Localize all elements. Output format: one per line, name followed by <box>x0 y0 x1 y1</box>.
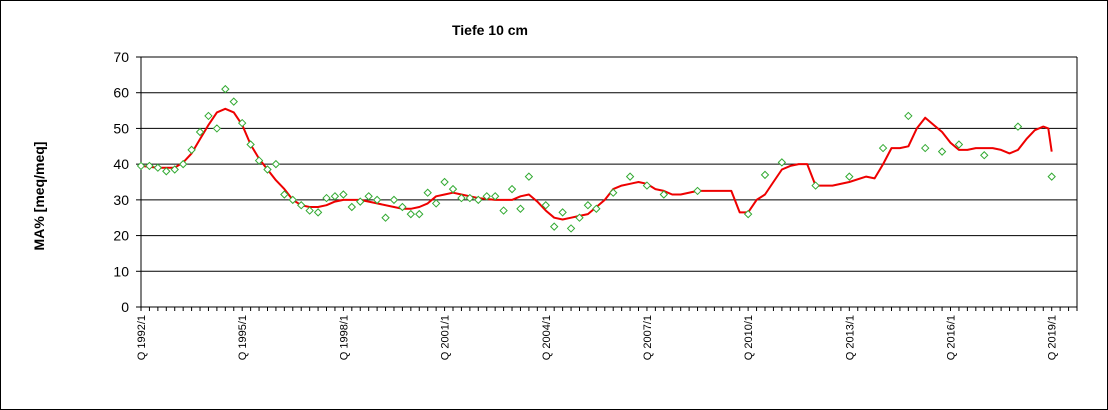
data-point <box>178 159 188 169</box>
x-tick-label: Q 1998/1 <box>338 315 350 360</box>
data-point <box>693 186 702 196</box>
x-tick-label: Q 2013/1 <box>844 315 856 360</box>
data-point <box>642 181 652 190</box>
data-point <box>507 184 517 194</box>
data-point <box>356 197 365 206</box>
y-tick-label: 0 <box>121 299 129 315</box>
data-point <box>583 201 593 210</box>
data-point <box>229 97 238 106</box>
y-tick-label: 50 <box>113 120 129 136</box>
data-point <box>288 195 297 205</box>
data-point <box>204 111 213 121</box>
data-point <box>625 172 635 181</box>
x-tick-label: Q 2004/1 <box>541 315 553 360</box>
x-tick-label: Q 2010/1 <box>743 315 755 360</box>
data-point <box>347 202 357 212</box>
data-point <box>221 84 230 94</box>
data-point <box>280 190 289 199</box>
data-point <box>372 195 382 205</box>
data-point <box>609 188 618 197</box>
data-point <box>777 158 787 167</box>
x-tick-label: Q 1995/1 <box>237 315 249 360</box>
x-tick-labels: Q 1992/1 Q 1995/1 Q 1998/1 Q 2001/1 Q 2004/1… <box>136 315 1059 360</box>
y-tick-label: 10 <box>113 263 129 279</box>
data-point <box>743 209 753 219</box>
data-point <box>904 111 913 121</box>
data-point <box>465 193 475 203</box>
data-point <box>313 208 323 217</box>
data-point <box>136 161 146 171</box>
data-point <box>153 163 163 172</box>
data-point <box>431 199 441 208</box>
data-point <box>845 172 854 181</box>
grid-lines <box>141 56 1078 307</box>
data-point <box>212 124 222 133</box>
data-point <box>398 202 407 212</box>
data-point <box>237 118 247 128</box>
x-tick-label: Q 2001/1 <box>440 315 452 360</box>
data-point <box>575 213 584 222</box>
x-tick-label: Q 2019/1 <box>1047 315 1059 360</box>
data-point <box>490 192 500 201</box>
axes <box>136 56 1078 311</box>
data-point <box>541 201 550 210</box>
data-point <box>440 177 449 187</box>
data-point <box>659 190 669 199</box>
data-point <box>364 192 373 201</box>
data-point <box>921 143 930 153</box>
data-point <box>457 193 466 203</box>
y-axis-label: MA% [meq/meq] <box>31 142 47 251</box>
data-point <box>499 206 508 215</box>
data-point <box>330 192 340 201</box>
data-point <box>170 165 179 174</box>
data-point <box>297 201 306 210</box>
y-tick-label: 20 <box>113 228 129 244</box>
data-point <box>271 159 281 169</box>
data-point <box>1047 172 1056 181</box>
data-point <box>937 147 947 156</box>
data-point <box>145 161 154 171</box>
chart-title: Tiefe 10 cm <box>452 22 528 38</box>
data-point <box>566 224 576 233</box>
data-point <box>558 208 567 217</box>
x-tick-label: Q 1992/1 <box>136 315 148 360</box>
data-point <box>878 143 888 153</box>
data-point <box>524 172 534 181</box>
y-tick-labels: 0 10 20 30 40 50 60 70 <box>113 49 129 315</box>
data-point <box>162 167 171 176</box>
data-point <box>339 190 348 199</box>
data-point <box>415 209 424 219</box>
data-point <box>263 165 272 174</box>
data-point <box>474 195 483 205</box>
data-point <box>322 193 331 203</box>
data-point <box>195 127 205 137</box>
data-point <box>954 140 964 149</box>
x-tick-label: Q 2007/1 <box>642 315 654 360</box>
data-point <box>246 140 255 149</box>
data-point <box>980 151 989 160</box>
data-point <box>482 192 491 201</box>
data-point <box>187 145 196 155</box>
data-point <box>1013 122 1023 131</box>
data-point <box>516 204 525 213</box>
data-point <box>305 206 314 215</box>
data-point <box>592 204 601 213</box>
data-marks <box>136 84 1056 233</box>
y-tick-label: 40 <box>113 156 129 172</box>
y-tick-label: 60 <box>113 85 129 101</box>
data-point <box>254 156 264 165</box>
x-tick-label: Q 2016/1 <box>946 315 958 360</box>
y-tick-label: 70 <box>113 49 129 65</box>
data-point <box>549 222 559 231</box>
data-point <box>423 188 432 197</box>
data-point <box>448 184 458 194</box>
data-point <box>381 213 390 222</box>
data-point <box>389 195 399 205</box>
data-point <box>760 170 770 180</box>
data-point <box>811 181 820 190</box>
y-tick-label: 30 <box>113 192 129 208</box>
data-point <box>406 209 416 219</box>
